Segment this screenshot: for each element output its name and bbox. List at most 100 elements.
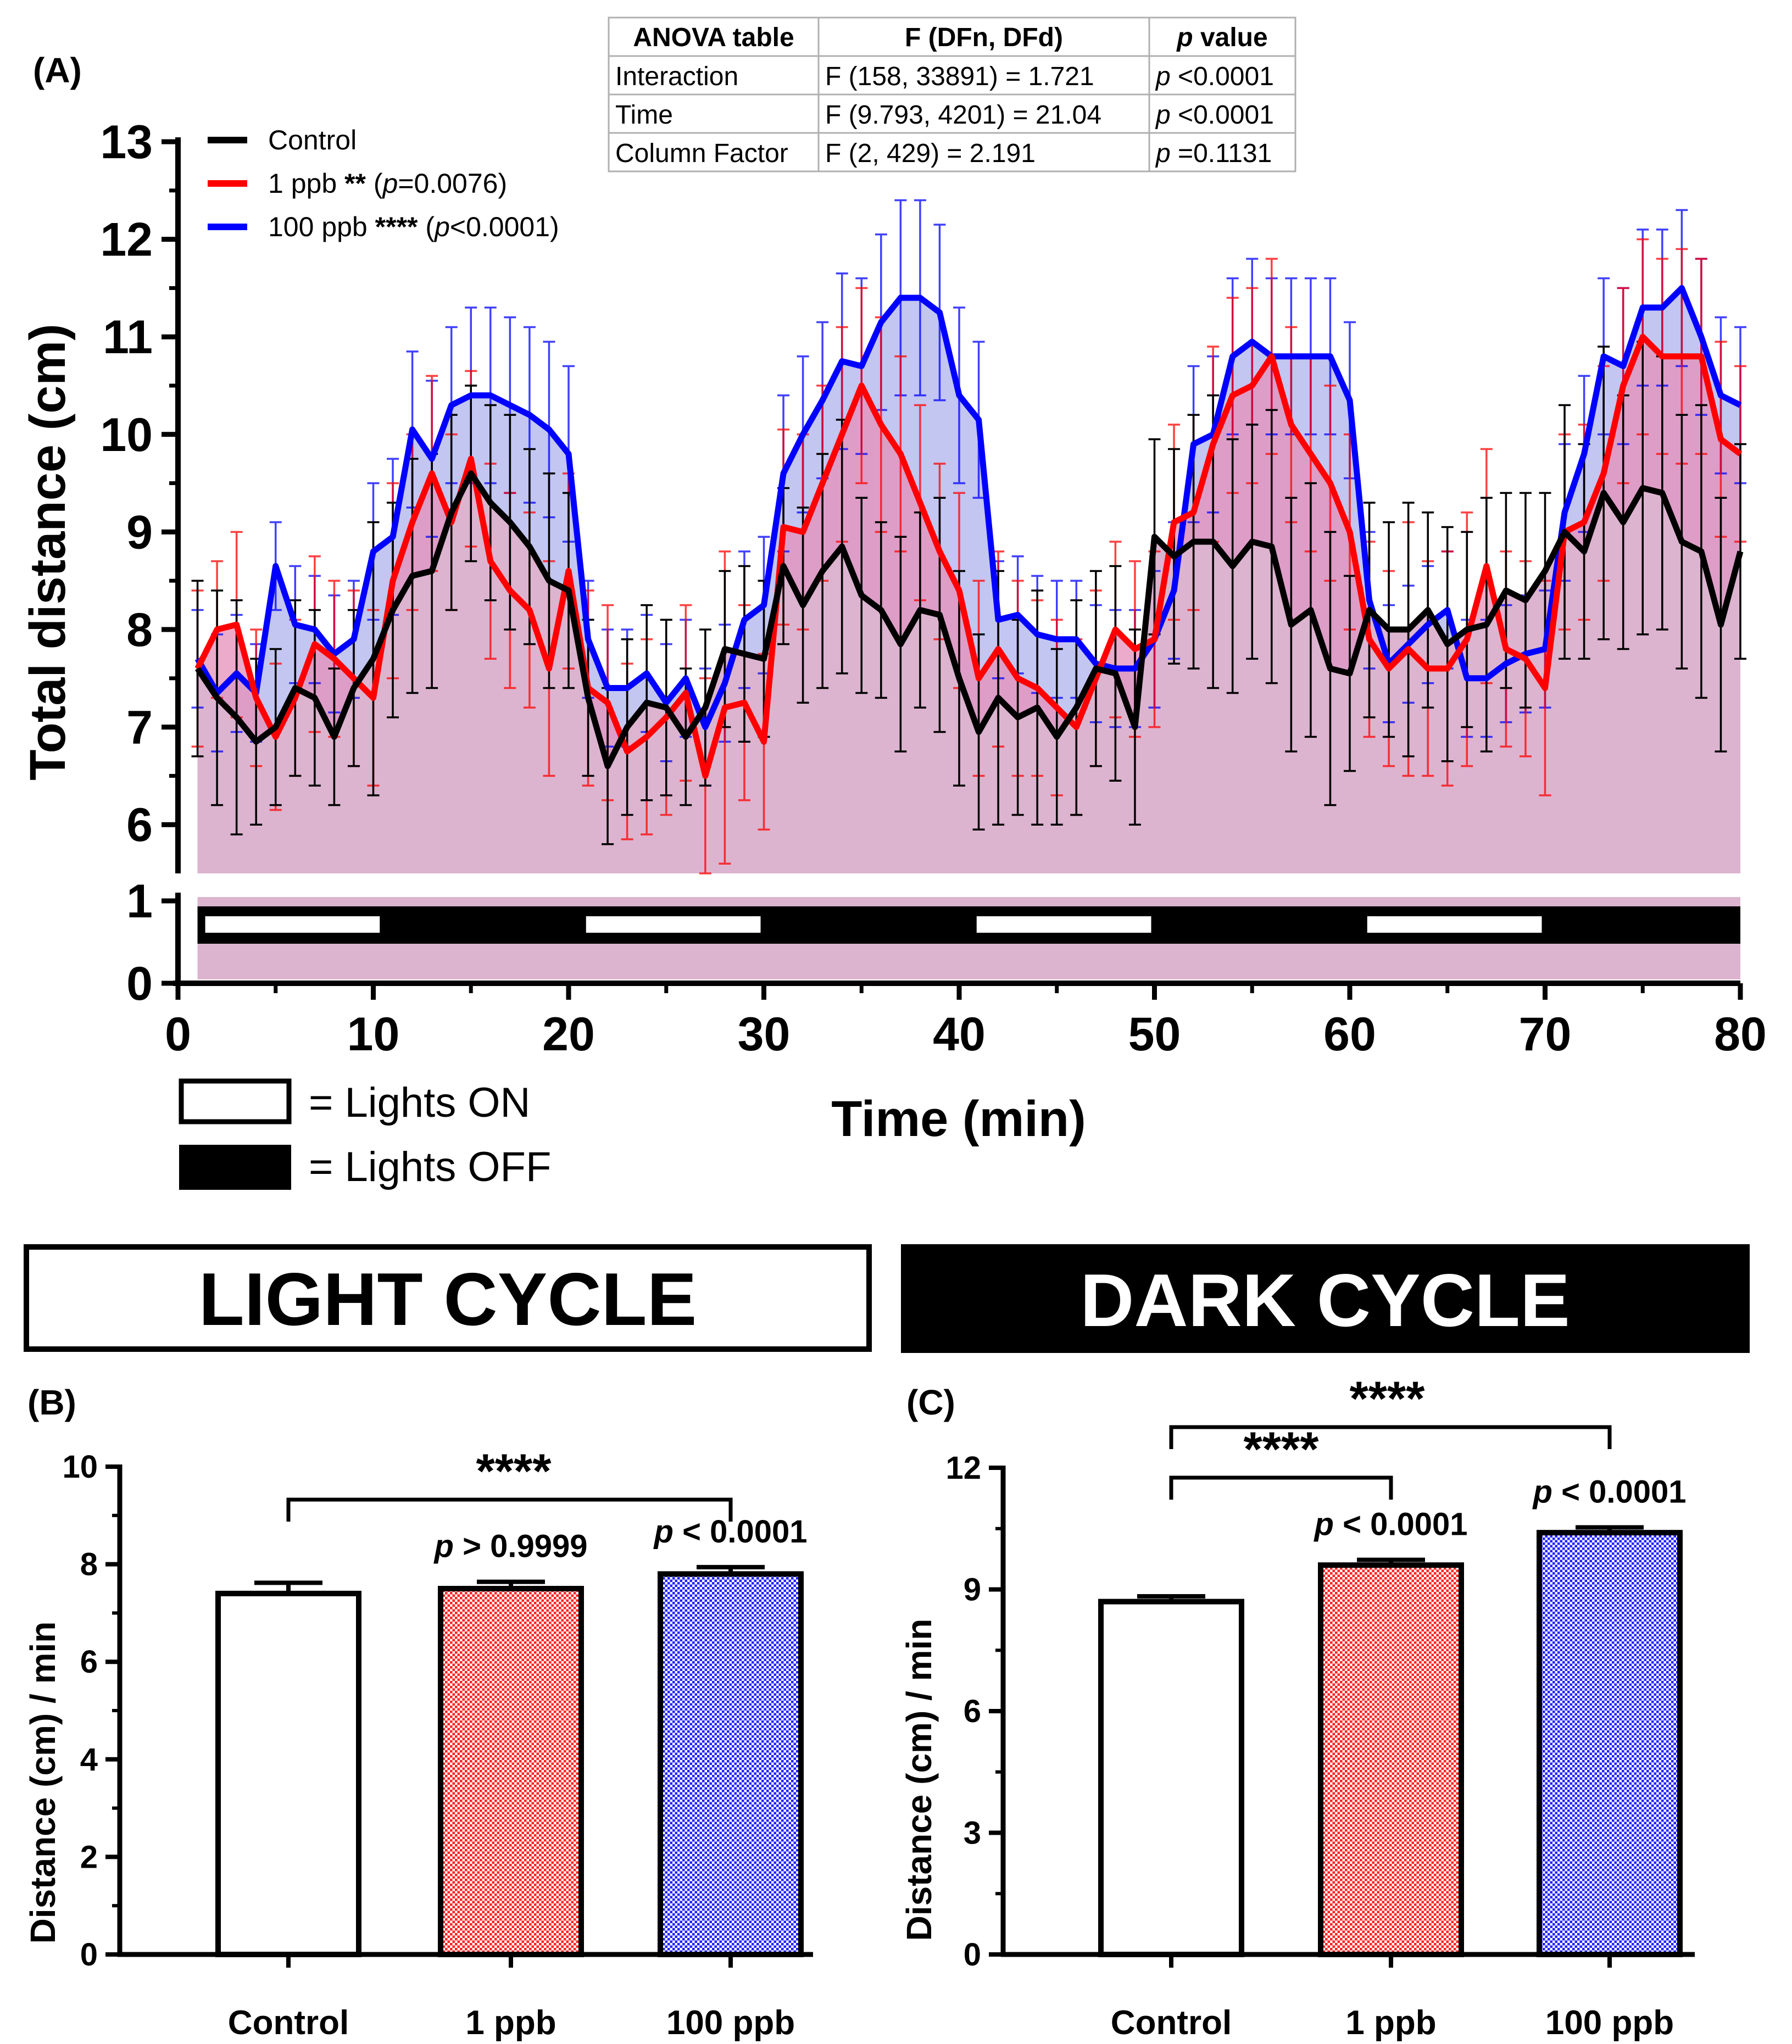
- anova-row-f: F (9.793, 4201) = 21.04: [825, 101, 1101, 130]
- bar-1-ppb: [1318, 1562, 1464, 1957]
- bar-1-ppb: [438, 1586, 584, 1957]
- lights-on-label: = Lights ON: [309, 1079, 530, 1126]
- error-bar: [697, 1564, 765, 1574]
- area-control: [197, 473, 1740, 873]
- y-tick-label: 10: [62, 1449, 98, 1485]
- plot-a-lines: [194, 285, 1744, 779]
- anova-row-f: F (2, 429) = 2.191: [825, 139, 1036, 168]
- anova-row-f: F (158, 33891) = 1.721: [825, 62, 1094, 91]
- plot-c-y-label: Distance (cm) / min: [899, 1619, 939, 1941]
- y-tick-label: 11: [103, 311, 153, 364]
- light-cycle-title: LIGHT CYCLE: [199, 1257, 697, 1341]
- lights-on-segment: [205, 916, 380, 933]
- anova-row-p: p <0.0001: [1155, 62, 1274, 91]
- x-tick-label: 10: [347, 1008, 400, 1061]
- y-tick-label: 8: [80, 1547, 98, 1583]
- dark-cycle-title-box: [901, 1244, 1750, 1353]
- y-tick-label: 3: [964, 1815, 981, 1851]
- y-tick-label: 1: [126, 875, 153, 928]
- significance-bracket: [1169, 1475, 1393, 1500]
- error-bar: [1357, 1557, 1425, 1566]
- legend-a: Control 1 ppb ** (p=0.0076) 100 ppb ****…: [208, 125, 559, 242]
- anova-row-p: p <0.0001: [1155, 101, 1274, 130]
- bar-control: [1098, 1599, 1244, 1957]
- legend-label-100ppb: 100 ppb **** (p<0.0001): [268, 211, 559, 242]
- y-tick-label: 12: [100, 214, 153, 266]
- legend-label-control: Control: [268, 125, 357, 155]
- line-control: [194, 470, 1744, 770]
- p-value-label: p < 0.0001: [653, 1514, 808, 1550]
- lights-off-segment: [383, 906, 578, 944]
- x-tick-label: 20: [542, 1008, 595, 1061]
- y-tick-label: 6: [80, 1644, 98, 1680]
- light-cycle-title-box: [24, 1244, 872, 1352]
- y-tick-label: 0: [964, 1937, 981, 1973]
- significance-bracket: [286, 1497, 733, 1522]
- y-tick-label: 8: [126, 604, 153, 656]
- x-tick-label: 1 ppb: [1345, 2004, 1436, 2042]
- y-tick-label: 10: [100, 409, 153, 461]
- light-cycle-bar: [197, 906, 1740, 944]
- plot-a-x-label: Time (min): [831, 1091, 1086, 1147]
- p-value-label: p > 0.9999: [433, 1529, 588, 1564]
- anova-row-name: Time: [615, 101, 673, 130]
- lights-off-segment: [764, 906, 969, 944]
- lights-on-segment: [586, 916, 761, 933]
- x-tick-label: Control: [1111, 2004, 1232, 2042]
- lights-key: = Lights ON = Lights OFF: [179, 1078, 551, 1190]
- x-tick-label: 50: [1128, 1008, 1181, 1061]
- plot-a-x-ticks: 0 10 20 30 40 50 60 70 80: [165, 983, 1767, 1061]
- line-100ppb: [194, 285, 1742, 731]
- y-tick-label: 12: [945, 1450, 981, 1486]
- error-bar: [254, 1580, 322, 1594]
- x-tick-label: 1 ppb: [465, 2004, 556, 2042]
- lights-on-swatch: [179, 1078, 292, 1124]
- p-value-label: p < 0.0001: [1532, 1474, 1687, 1510]
- anova-header-p: p value: [1176, 23, 1267, 52]
- plot-a-y-ticks: 6 7 8 9 10 11 12 13 0 1: [100, 116, 178, 1010]
- x-tick-label: 100 ppb: [1545, 2004, 1674, 2042]
- y-tick-label: 0: [80, 1937, 98, 1973]
- lights-off-swatch: [179, 1145, 291, 1190]
- x-tick-label: 100 ppb: [666, 2004, 795, 2042]
- plot-b: Control p > 0.9999 1 ppb p < 0.0001 100 ppb 0…: [62, 1444, 813, 2042]
- x-tick-label: Control: [228, 2004, 349, 2042]
- anova-header-f: F (DFn, DFd): [905, 23, 1063, 52]
- error-bar: [477, 1579, 545, 1589]
- significance-stars: ****: [1350, 1371, 1426, 1425]
- anova-table: ANOVA table F (DFn, DFd) p value Interac…: [608, 16, 1296, 172]
- plot-b-y-label: Distance (cm) / min: [23, 1622, 63, 1944]
- panel-label-b: (B): [27, 1383, 76, 1422]
- lights-off-segment: [1545, 906, 1740, 944]
- anova-header-name: ANOVA table: [633, 23, 794, 52]
- x-tick-label: 0: [165, 1008, 191, 1061]
- significance-stars: ****: [476, 1444, 552, 1498]
- anova-row-name: Interaction: [615, 62, 738, 91]
- x-tick-label: 40: [933, 1008, 986, 1061]
- legend-label-1ppb: 1 ppb ** (p=0.0076): [268, 168, 507, 199]
- y-tick-label: 6: [126, 799, 153, 851]
- y-tick-label: 6: [964, 1694, 981, 1729]
- bar-control: [215, 1590, 361, 1957]
- dark-cycle-title: DARK CYCLE: [1080, 1258, 1570, 1342]
- significance-bracket: [1169, 1425, 1612, 1449]
- lights-off-segment: [1154, 906, 1360, 944]
- anova-row-p: p =0.1131: [1155, 139, 1272, 168]
- x-tick-label: 70: [1519, 1008, 1572, 1061]
- significance-stars: ****: [1244, 1422, 1320, 1476]
- lights-on-segment: [976, 916, 1151, 933]
- bar-100-ppb: [1537, 1530, 1683, 1957]
- y-tick-label: 13: [100, 116, 153, 169]
- anova-row-name: Column Factor: [615, 139, 788, 168]
- y-tick-label: 7: [126, 701, 153, 754]
- lights-on-segment: [1367, 916, 1542, 933]
- y-tick-label: 0: [126, 957, 153, 1010]
- plot-c: Control p < 0.0001 1 ppb p < 0.0001 100 ppb 0…: [945, 1371, 1695, 2042]
- p-value-label: p < 0.0001: [1314, 1507, 1468, 1542]
- error-bar: [1576, 1525, 1644, 1533]
- plot-a-y-label: Total distance (cm): [20, 324, 76, 781]
- x-tick-label: 30: [738, 1008, 791, 1061]
- bar-100-ppb: [658, 1571, 804, 1958]
- y-tick-label: 9: [964, 1572, 981, 1608]
